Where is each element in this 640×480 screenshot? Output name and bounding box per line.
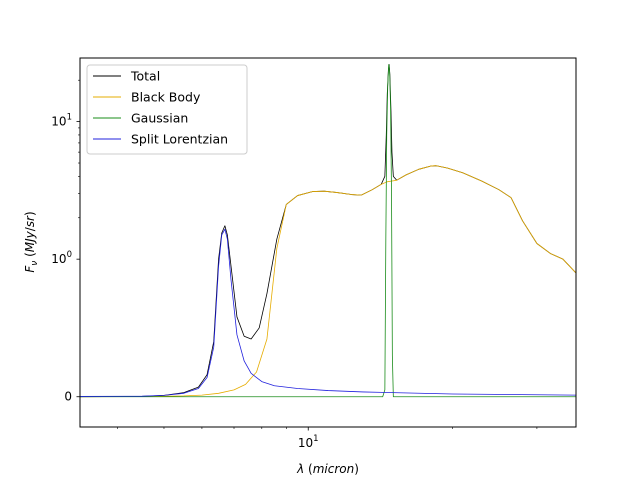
series-line-black-body [80,165,576,398]
legend-label: Total [130,69,160,84]
legend-label: Split Lorentzian [131,132,228,147]
x-axis-label: λ (micron) [296,462,359,476]
axis-ticks: 101 0 100 101 [51,79,538,450]
y-tick-label: 101 [51,113,72,129]
y-axis-label: Fν (MJy/sr) [23,211,40,272]
series-lines [80,64,576,398]
legend: Total Black Body Gaussian Split Lorentzian [86,64,248,155]
legend-label: Gaussian [131,111,188,126]
legend-frame [86,64,248,155]
x-tick-label: 101 [298,434,319,450]
y-tick-label: 100 [51,250,72,266]
series-line-gaussian [80,64,576,398]
y-tick-label: 0 [64,390,72,404]
plot-frame [79,57,577,428]
series-line-split-lorentzian [80,228,576,397]
legend-label: Black Body [131,90,201,105]
